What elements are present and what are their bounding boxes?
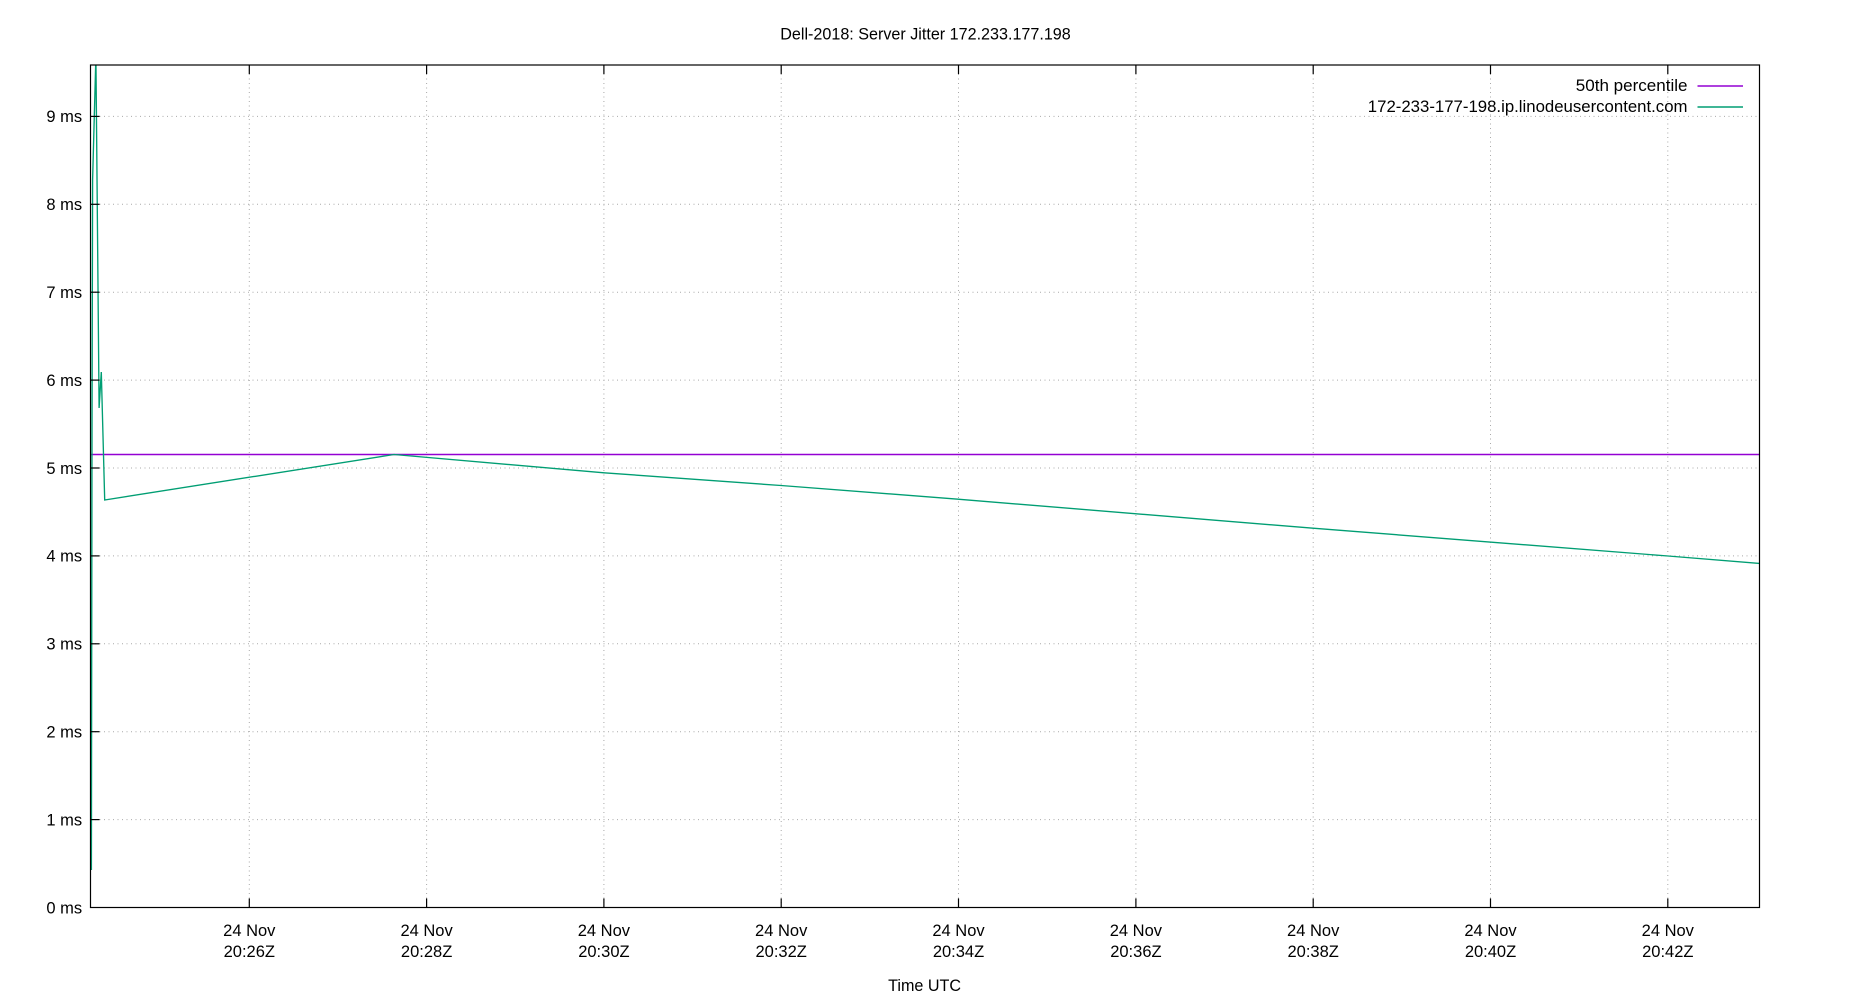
svg-text:20:40Z: 20:40Z [1465,943,1516,961]
svg-text:20:30Z: 20:30Z [578,943,629,961]
svg-text:Dell-2018: Server Jitter 172.2: Dell-2018: Server Jitter 172.233.177.198 [780,25,1071,43]
svg-text:24 Nov: 24 Nov [400,922,453,940]
svg-text:50th percentile: 50th percentile [1576,77,1688,95]
svg-text:20:42Z: 20:42Z [1642,943,1693,961]
svg-text:24 Nov: 24 Nov [1287,922,1340,940]
svg-text:Time UTC: Time UTC [888,977,961,995]
svg-text:20:36Z: 20:36Z [1110,943,1161,961]
svg-text:5 ms: 5 ms [46,460,82,478]
svg-text:20:26Z: 20:26Z [224,943,275,961]
svg-text:24 Nov: 24 Nov [932,922,985,940]
svg-text:7 ms: 7 ms [46,284,82,302]
svg-text:24 Nov: 24 Nov [1464,922,1517,940]
svg-text:24 Nov: 24 Nov [578,922,631,940]
svg-text:24 Nov: 24 Nov [1642,922,1695,940]
svg-text:24 Nov: 24 Nov [1110,922,1163,940]
svg-text:2 ms: 2 ms [46,724,82,742]
svg-text:20:32Z: 20:32Z [756,943,807,961]
svg-text:4 ms: 4 ms [46,548,82,566]
svg-text:24 Nov: 24 Nov [755,922,808,940]
svg-text:3 ms: 3 ms [46,636,82,654]
svg-text:8 ms: 8 ms [46,196,82,214]
svg-text:6 ms: 6 ms [46,372,82,390]
svg-text:172-233-177-198.ip.linodeuserc: 172-233-177-198.ip.linodeusercontent.com [1368,98,1688,116]
svg-text:20:28Z: 20:28Z [401,943,452,961]
svg-text:1 ms: 1 ms [46,811,82,829]
svg-text:20:38Z: 20:38Z [1288,943,1339,961]
svg-text:24 Nov: 24 Nov [223,922,276,940]
svg-text:9 ms: 9 ms [46,108,82,126]
svg-text:20:34Z: 20:34Z [933,943,984,961]
svg-text:0 ms: 0 ms [46,899,82,917]
